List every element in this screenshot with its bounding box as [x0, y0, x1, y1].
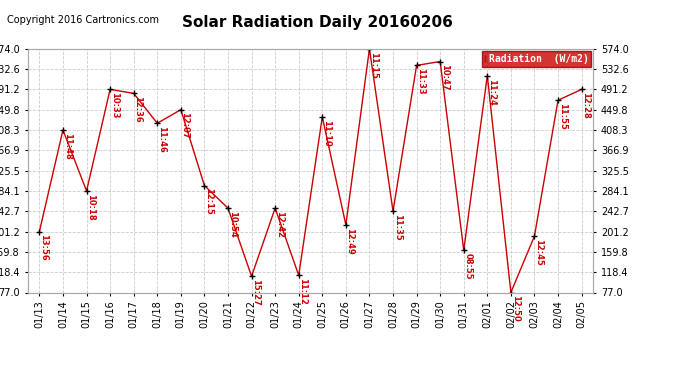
Text: 12:45: 12:45: [534, 239, 543, 266]
Text: 15:27: 15:27: [251, 279, 260, 306]
Text: 10:33: 10:33: [110, 92, 119, 118]
Text: 11:48: 11:48: [63, 133, 72, 159]
Text: 10:18: 10:18: [86, 194, 95, 220]
Text: 10:47: 10:47: [440, 64, 449, 91]
Text: 12:42: 12:42: [275, 211, 284, 238]
Text: 11:10: 11:10: [322, 120, 331, 147]
Text: 12:28: 12:28: [581, 92, 590, 119]
Text: 13:56: 13:56: [39, 234, 48, 261]
Text: 11:12: 11:12: [298, 278, 307, 305]
Text: 11:55: 11:55: [558, 103, 566, 130]
Text: Solar Radiation Daily 20160206: Solar Radiation Daily 20160206: [182, 15, 453, 30]
Text: 12:50: 12:50: [511, 295, 520, 322]
Text: 12:07: 12:07: [181, 112, 190, 139]
Text: 11:35: 11:35: [393, 214, 402, 241]
Text: 11:33: 11:33: [416, 68, 425, 95]
Text: Copyright 2016 Cartronics.com: Copyright 2016 Cartronics.com: [7, 15, 159, 25]
Text: 11:24: 11:24: [487, 78, 496, 105]
Text: 10:54: 10:54: [228, 211, 237, 238]
Text: 12:36: 12:36: [133, 96, 142, 123]
Text: 08:55: 08:55: [464, 253, 473, 280]
Text: 11:46: 11:46: [157, 126, 166, 153]
Text: 12:15: 12:15: [204, 188, 213, 215]
Text: 11:15: 11:15: [369, 51, 378, 78]
Legend: Radiation  (W/m2): Radiation (W/m2): [482, 51, 591, 66]
Text: 12:49: 12:49: [346, 228, 355, 254]
